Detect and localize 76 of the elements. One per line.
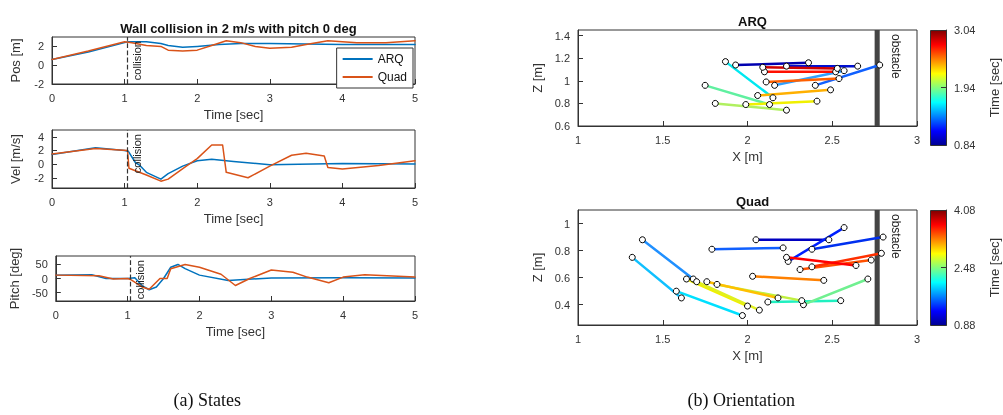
- chart-title: Quad: [735, 194, 770, 209]
- x-tick-label: 2.5: [824, 332, 840, 345]
- y-tick-label: 0.6: [554, 271, 570, 284]
- color-bar-title: Time [sec]: [987, 237, 1002, 298]
- y-tick-label: 0.4: [554, 298, 570, 311]
- ref-line-label: collision: [131, 41, 143, 81]
- y-tick-label: 1: [563, 74, 570, 87]
- y-tick-label: 1: [563, 217, 570, 230]
- y-tick-label: 1.4: [554, 29, 570, 42]
- x-tick-label: 1: [574, 332, 582, 345]
- color-bar-label: 3.04: [954, 24, 976, 36]
- band-label: obstacle: [888, 34, 903, 80]
- ref-line-label: collision: [131, 134, 143, 174]
- x-tick-label: 1.5: [655, 332, 671, 345]
- ref-line-label: collision: [134, 260, 147, 300]
- y-tick-label: 2: [37, 40, 44, 53]
- x-tick-label: 2: [194, 91, 201, 104]
- x-tick-label: 5: [411, 195, 419, 208]
- x-tick-label: 3: [266, 195, 273, 208]
- color-bar-label: 4.08: [954, 204, 976, 216]
- text: (b) Orientation: [687, 390, 795, 411]
- x-tick-label: 1: [121, 195, 128, 208]
- color-bar-label: 1.94: [954, 81, 976, 94]
- x-tick-label: 2: [194, 195, 201, 208]
- x-tick-label: 3: [268, 308, 275, 321]
- x-tick-label: 4: [340, 308, 347, 321]
- x-tick-label: 3: [266, 91, 273, 104]
- y-tick-label: 0.8: [554, 97, 570, 110]
- color-bar-label: 0.88: [954, 319, 976, 331]
- y-tick-label: -2: [34, 171, 44, 184]
- x-tick-label: 2: [744, 332, 751, 345]
- y-tick-label: 50: [35, 258, 48, 271]
- x-tick-label: 0: [48, 91, 56, 104]
- y-axis-title: Z [m]: [529, 63, 545, 93]
- x-axis-title: X [m]: [732, 149, 763, 164]
- x-tick-label: 2.5: [824, 133, 840, 146]
- chart-title: Wall collision in 2 m/s with pitch 0 deg: [120, 21, 357, 36]
- x-axis-title: Time [sec]: [203, 211, 264, 226]
- x-tick-label: 1: [124, 308, 131, 321]
- x-tick-label: 4: [339, 91, 346, 104]
- y-tick-label: 0.8: [554, 244, 570, 257]
- color-bar-label: 2.48: [954, 261, 976, 274]
- y-axis-title: Vel [m/s]: [8, 134, 23, 184]
- y-tick-label: -50: [31, 286, 48, 299]
- x-tick-label: 3: [913, 332, 921, 345]
- chart-title: ARQ: [738, 14, 767, 29]
- y-tick-label: 2: [37, 144, 44, 157]
- x-tick-label: 2: [744, 133, 751, 146]
- x-tick-label: 1: [121, 91, 128, 104]
- x-tick-label: 1.5: [655, 133, 671, 146]
- color-bar-title: Time [sec]: [987, 57, 1002, 118]
- y-tick-label: 1.2: [554, 52, 570, 65]
- y-tick-label: -2: [34, 78, 44, 90]
- y-axis-title: Z [m]: [529, 252, 545, 283]
- y-tick-label: 0.6: [554, 120, 570, 132]
- x-tick-label: 5: [411, 91, 419, 104]
- x-axis-title: X [m]: [732, 348, 763, 363]
- text: (a) States: [173, 390, 241, 411]
- x-tick-label: 4: [339, 195, 346, 208]
- color-bar-label: 0.84: [954, 139, 976, 151]
- x-tick-label: 2: [196, 308, 203, 321]
- y-axis-title: Pos [m]: [8, 38, 23, 83]
- x-tick-label: 5: [411, 308, 419, 321]
- x-tick-label: 1: [574, 133, 582, 146]
- y-axis-title: Pitch [deg]: [7, 247, 22, 310]
- x-tick-label: 3: [913, 133, 921, 146]
- x-axis-title: Time [sec]: [205, 324, 266, 339]
- y-tick-label: 0: [37, 158, 44, 171]
- band-label: obstacle: [888, 214, 903, 260]
- legend-label: ARQ: [377, 52, 404, 66]
- x-tick-label: 0: [48, 195, 56, 208]
- y-tick-label: 0: [37, 59, 44, 72]
- x-axis-title: Time [sec]: [203, 107, 264, 122]
- y-tick-label: 0: [41, 272, 48, 285]
- x-tick-label: 0: [52, 308, 59, 321]
- legend-label: Quad: [377, 70, 407, 84]
